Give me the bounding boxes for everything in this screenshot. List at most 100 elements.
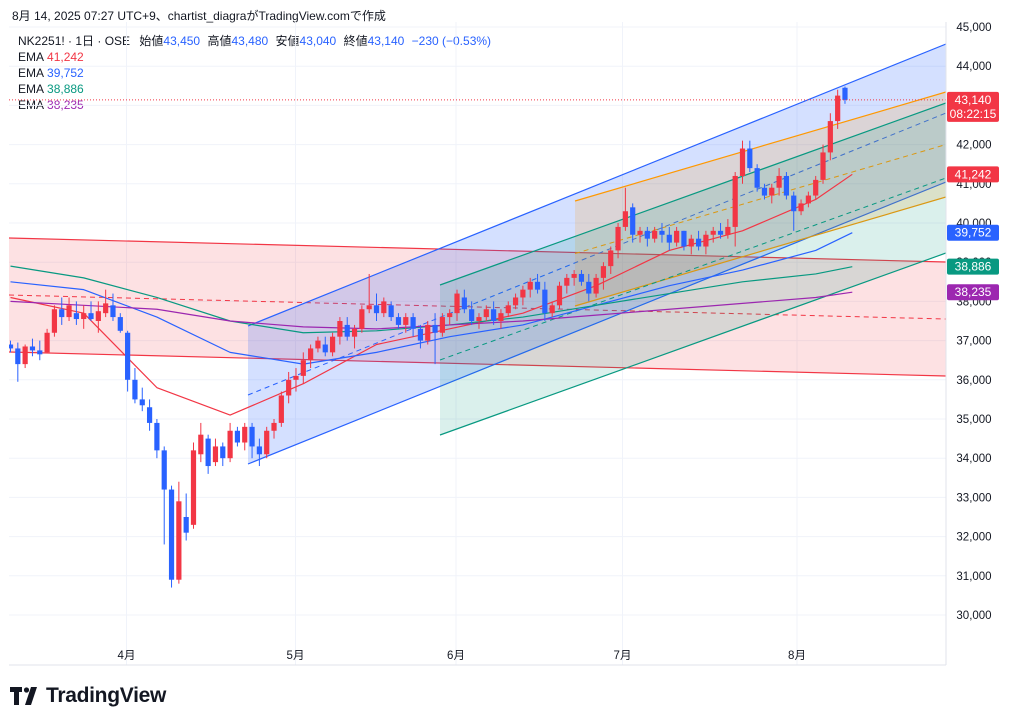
candle bbox=[264, 426, 270, 459]
candle bbox=[9, 340, 14, 353]
candle bbox=[146, 399, 153, 431]
candle-body bbox=[688, 238, 694, 247]
candle bbox=[491, 301, 497, 325]
candle-body bbox=[161, 450, 167, 490]
y-tick-label: 30,000 bbox=[956, 610, 991, 622]
candle bbox=[534, 273, 541, 294]
green-channel bbox=[439, 102, 946, 436]
ema-value: 41,242 bbox=[47, 50, 84, 64]
candle bbox=[666, 226, 672, 251]
candle-body bbox=[776, 175, 782, 188]
ema2-price-tag: 39,752 bbox=[947, 224, 999, 241]
candle-body bbox=[220, 446, 226, 459]
candle bbox=[527, 277, 533, 298]
candle-body bbox=[22, 346, 28, 365]
candle bbox=[578, 270, 585, 286]
candle bbox=[571, 270, 577, 286]
candle-body bbox=[271, 422, 277, 431]
candle-body bbox=[556, 285, 563, 306]
price-chart[interactable]: 30,000 31,000 32,000 33,000 34,000 35,000 36,0… bbox=[0, 0, 1024, 680]
candle-body bbox=[798, 203, 804, 212]
orange-channel bbox=[574, 91, 946, 307]
candle bbox=[659, 223, 665, 243]
candle bbox=[791, 191, 797, 231]
candle bbox=[622, 187, 628, 231]
candle bbox=[505, 301, 511, 318]
candle-body bbox=[322, 344, 328, 353]
ema-label: EMA bbox=[18, 50, 45, 64]
candle bbox=[373, 293, 380, 321]
y-tick-label: 36,000 bbox=[956, 375, 991, 387]
candle bbox=[615, 223, 621, 259]
candle-body bbox=[110, 305, 116, 318]
chart-legend: NK2251! · 1日 · OSE 始値43,450 高値43,480 安値4… bbox=[18, 33, 491, 113]
candle-body bbox=[44, 332, 50, 353]
candle bbox=[242, 422, 248, 451]
candle bbox=[542, 281, 548, 321]
candle bbox=[447, 309, 453, 325]
pink-channel bbox=[9, 237, 946, 377]
candle bbox=[783, 172, 790, 200]
legend-ema-3[interactable]: EMA 38,886 bbox=[18, 81, 491, 97]
candle-body bbox=[66, 305, 72, 318]
candle bbox=[88, 301, 94, 321]
x-tick-label: 4月 bbox=[118, 650, 136, 662]
candle-body bbox=[520, 289, 526, 298]
candle-body bbox=[329, 336, 336, 353]
candle bbox=[586, 273, 592, 302]
tradingview-logo[interactable]: TradingView bbox=[10, 684, 166, 708]
candle bbox=[139, 387, 145, 412]
open-value: 43,450 bbox=[163, 34, 201, 48]
candle-body bbox=[608, 250, 614, 267]
candle-body bbox=[732, 175, 738, 227]
candle-body bbox=[681, 230, 687, 247]
candle-body bbox=[703, 234, 709, 247]
candle-body bbox=[29, 346, 36, 351]
candle bbox=[732, 172, 738, 247]
candle bbox=[37, 340, 43, 361]
ema2-tag-text: 39,752 bbox=[955, 226, 992, 240]
candle-body bbox=[227, 430, 233, 459]
time-axis[interactable]: 4月 5月 6月 7月 8月 bbox=[118, 650, 806, 662]
candle-body bbox=[454, 293, 460, 314]
candle bbox=[805, 191, 811, 208]
symbol-info[interactable]: NK2251! · 1日 · OSE bbox=[18, 34, 131, 48]
candle bbox=[703, 230, 709, 255]
ema4-tag-text: 38,235 bbox=[955, 285, 992, 299]
x-tick-label: 6月 bbox=[447, 650, 465, 662]
candle-body bbox=[739, 148, 746, 176]
candle-body bbox=[278, 395, 284, 423]
candle-body bbox=[549, 305, 555, 314]
candle-body bbox=[637, 230, 643, 235]
green-channel-fill bbox=[440, 103, 946, 435]
candle-body bbox=[805, 195, 811, 204]
high-label: 高値 bbox=[207, 34, 232, 48]
candle-body bbox=[81, 313, 87, 320]
candle bbox=[234, 426, 241, 447]
orange-channel-upper bbox=[574, 91, 946, 202]
candle-body bbox=[571, 273, 577, 278]
candle-body bbox=[293, 375, 299, 380]
candle bbox=[425, 321, 431, 345]
candle-body bbox=[783, 175, 790, 196]
legend-ema-2[interactable]: EMA 39,752 bbox=[18, 65, 491, 81]
candle-body bbox=[652, 230, 658, 239]
legend-ema-1[interactable]: EMA 41,242 bbox=[18, 49, 491, 65]
blue-channel bbox=[247, 43, 946, 465]
candle bbox=[293, 368, 299, 392]
candle bbox=[454, 289, 460, 321]
y-tick-label: 44,000 bbox=[956, 61, 991, 73]
ema-label: EMA bbox=[18, 82, 45, 96]
x-tick-label: 8月 bbox=[788, 650, 806, 662]
candle bbox=[761, 183, 768, 200]
ema-line-2 bbox=[10, 232, 853, 365]
candle-body bbox=[417, 328, 424, 341]
candle-body bbox=[827, 121, 833, 153]
candle-body bbox=[410, 317, 416, 329]
candle-body bbox=[366, 305, 372, 310]
candle bbox=[256, 438, 262, 467]
legend-ohlc-row[interactable]: NK2251! · 1日 · OSE 始値43,450 高値43,480 安値4… bbox=[18, 33, 491, 49]
candle-body bbox=[15, 348, 21, 365]
channel-drawings[interactable] bbox=[9, 43, 946, 465]
candle bbox=[337, 317, 343, 345]
